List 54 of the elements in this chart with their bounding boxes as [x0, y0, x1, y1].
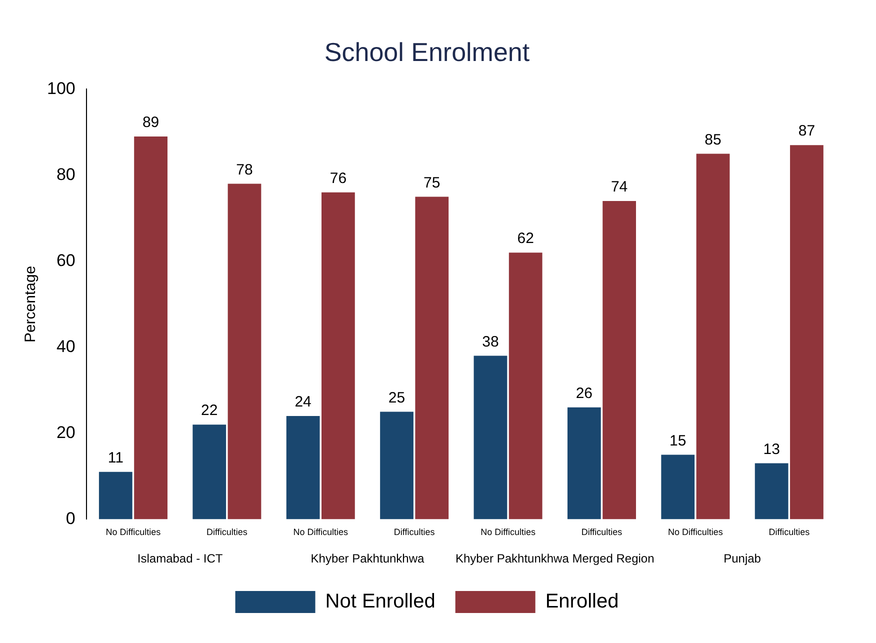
bar: [602, 201, 636, 520]
y-tick-label: 60: [56, 250, 76, 270]
data-label: 38: [482, 333, 499, 350]
data-label: 25: [388, 389, 406, 406]
data-label: 13: [763, 440, 780, 458]
bar: [192, 424, 226, 520]
bar: [754, 463, 788, 520]
y-tick-label: 40: [56, 336, 76, 356]
bar: [661, 454, 695, 520]
bar: [415, 196, 449, 520]
bar: [322, 192, 355, 520]
y-tick-label: 0: [66, 508, 76, 528]
bar: [696, 154, 730, 520]
x-tick-label: Difficulties: [581, 527, 623, 538]
bar: [508, 252, 542, 520]
bar: [98, 472, 132, 520]
data-label: 22: [201, 402, 218, 420]
x-tick-label: No Difficulties: [293, 527, 349, 538]
legend-label: Not Enrolled: [325, 590, 436, 613]
text: Islamabad - ICT: [137, 552, 224, 566]
bar: [380, 412, 414, 520]
chart-title: School Enrolment: [324, 36, 530, 67]
x-tick-label: No Difficulties: [668, 527, 724, 538]
x-tick-label: Difficulties: [394, 527, 436, 538]
data-label: 15: [670, 432, 686, 450]
data-label: 87: [798, 122, 816, 140]
bar: [286, 416, 320, 520]
x-tick-label: Difficulties: [768, 527, 810, 538]
bar: [228, 184, 262, 520]
bar: [567, 407, 601, 520]
data-label: 76: [330, 170, 347, 188]
x-tick-label: No Difficulties: [480, 527, 536, 538]
bar: [790, 145, 824, 520]
data-label: 89: [142, 114, 160, 132]
text: Khyber Pakhtunkhwa: [310, 552, 425, 566]
y-axis-title: Percentage: [22, 266, 40, 343]
text: Punjab: [724, 552, 762, 566]
legend-label: Enrolled: [545, 590, 619, 613]
bar: [134, 136, 168, 520]
bar: [474, 356, 508, 520]
x-tick-label: No Difficulties: [106, 527, 162, 538]
text: Khyber Pakhtunkhwa Merged Region: [455, 552, 654, 566]
y-tick-label: 80: [56, 164, 76, 184]
data-label: 78: [236, 161, 253, 178]
x-tick-label: Difficulties: [206, 527, 248, 538]
data-label: 24: [294, 394, 312, 411]
y-tick-label: 20: [56, 422, 76, 442]
data-label: 26: [576, 385, 593, 402]
data-label: 85: [704, 131, 722, 148]
y-tick-label: 100: [46, 78, 76, 98]
data-label: 74: [610, 178, 628, 196]
data-label: 11: [108, 450, 124, 467]
data-label: 75: [424, 174, 440, 192]
data-label: 62: [517, 230, 534, 248]
